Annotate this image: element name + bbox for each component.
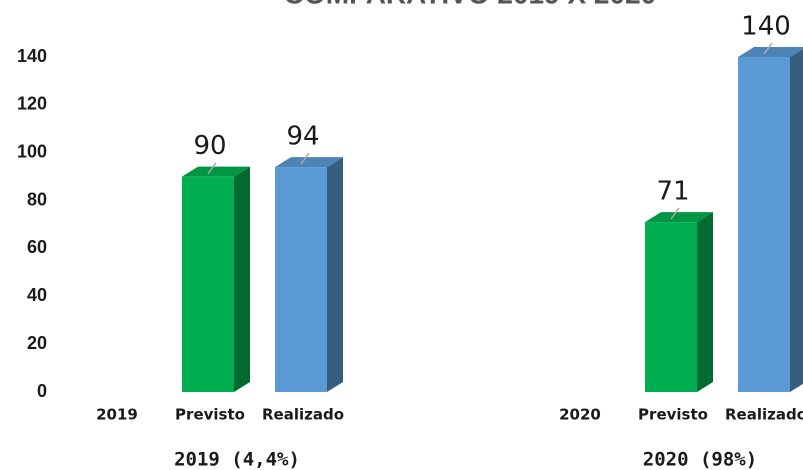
- bar-top: [182, 166, 250, 177]
- group-label: 2020: [559, 406, 601, 424]
- bar-side: [790, 48, 803, 392]
- x-tick-label: Previsto: [638, 406, 708, 424]
- x-tick-label: Previsto: [175, 406, 245, 424]
- bar-top: [275, 157, 343, 168]
- bar: [738, 57, 790, 392]
- x-tick-label: Realizado: [725, 406, 803, 424]
- value-label: 90: [193, 131, 226, 161]
- group-caption: 2020 (98%): [643, 449, 757, 470]
- chart-title: COMPARATIVO 2019 X 2020: [284, 0, 656, 9]
- value-label: 94: [286, 122, 319, 152]
- y-tick-label: 40: [27, 285, 47, 305]
- leader-line: [207, 162, 217, 175]
- value-label: 71: [656, 177, 689, 207]
- y-tick-label: 20: [27, 333, 47, 353]
- x-tick-label: Realizado: [262, 406, 344, 424]
- group-caption: 2019 (4,4%): [174, 449, 300, 470]
- value-label: 140: [741, 12, 791, 42]
- bar-top: [645, 212, 713, 223]
- bar-side: [697, 212, 713, 392]
- y-tick-label: 80: [27, 189, 47, 209]
- y-tick-label: 60: [27, 237, 47, 257]
- bar-side: [234, 166, 250, 392]
- bar-side: [327, 157, 343, 392]
- y-tick-label: 100: [17, 141, 47, 161]
- bar: [645, 222, 697, 392]
- bar: [182, 176, 234, 392]
- y-tick-label: 140: [17, 46, 47, 66]
- bar: [275, 167, 327, 392]
- y-tick-label: 0: [37, 381, 47, 401]
- leader-line: [670, 207, 680, 220]
- y-tick-label: 120: [17, 94, 47, 114]
- leader-line: [300, 152, 310, 165]
- leader-line: [763, 42, 773, 55]
- group-label: 2019: [96, 406, 138, 424]
- bar-top: [738, 47, 803, 57]
